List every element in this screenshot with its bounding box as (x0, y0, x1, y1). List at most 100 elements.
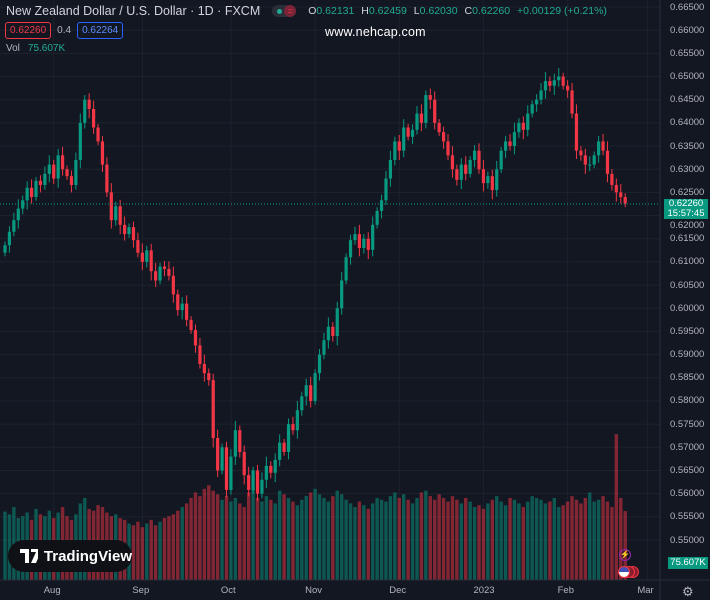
volume-bar (158, 521, 162, 580)
price-tick-label: 0.60500 (670, 279, 705, 291)
candle-body (459, 164, 463, 180)
volume-bar (215, 494, 220, 580)
volume-bar (570, 496, 574, 580)
volume-bar (619, 497, 623, 580)
price-tick-label: 0.56000 (670, 488, 705, 500)
current-volume-label: 75.607K (668, 557, 708, 569)
candle-body (220, 447, 224, 471)
open-label: O (308, 5, 317, 17)
candle-body (69, 176, 74, 185)
candle-body (56, 155, 60, 179)
candle-body (402, 127, 406, 151)
time-tick-label: Dec (389, 585, 407, 596)
candle-body (78, 122, 82, 160)
change-value: +0.00129 (+0.21%) (517, 5, 607, 17)
high-value: 0.62459 (368, 5, 407, 17)
volume-bar (574, 499, 579, 580)
candle-body (185, 303, 189, 320)
candle-body (238, 430, 242, 452)
price-tick-label: 0.61000 (670, 256, 705, 268)
candle-body (366, 238, 370, 250)
low-value: 0.62030 (419, 5, 458, 17)
candle-body (574, 113, 579, 151)
volume-bar (317, 494, 322, 580)
candle-body (251, 470, 255, 490)
volume-bar (477, 505, 481, 580)
price-tick-label: 0.64000 (670, 117, 705, 129)
candle-body (3, 245, 7, 253)
volume-bar (366, 508, 370, 580)
settings-gear-icon[interactable]: ⚙ (682, 584, 694, 599)
volume-bar (140, 527, 145, 580)
price-tick-label: 0.57000 (670, 441, 705, 453)
candle-body (123, 224, 127, 235)
volume-bar (3, 511, 7, 580)
price-tick-label: 0.57500 (670, 418, 705, 430)
volume-bar (592, 501, 596, 580)
price-tick-label: 0.61500 (670, 233, 705, 245)
volume-bar (521, 507, 526, 580)
candle-body (543, 81, 548, 91)
volume-legend[interactable]: Vol 75.607K (6, 43, 65, 54)
volume-bar (517, 503, 521, 580)
volume-bar (202, 488, 207, 580)
time-tick-label: Feb (557, 585, 574, 596)
candle-body (278, 442, 282, 460)
candle-body (140, 252, 144, 262)
candle-body (592, 155, 596, 165)
volume-bar (193, 492, 198, 580)
volume-bar (526, 501, 530, 580)
volume-bar (282, 494, 286, 580)
price-tick-label: 0.55500 (670, 511, 705, 523)
volume-bar (211, 490, 215, 580)
volume-bar (579, 503, 583, 580)
volume-bar (255, 497, 260, 580)
volume-bar (162, 518, 167, 580)
volume-bar (464, 497, 468, 580)
us-flag-event-icon[interactable] (618, 566, 630, 578)
candle-body (295, 410, 299, 431)
volume-bar (207, 485, 211, 580)
volume-bar (410, 503, 415, 580)
volume-bar (176, 510, 180, 580)
market-status-toggle[interactable]: = (272, 5, 297, 17)
candle-body (87, 99, 91, 109)
candle-body (127, 227, 131, 235)
volume-bar (145, 523, 149, 580)
volume-bar (433, 499, 437, 580)
candle-body (450, 155, 455, 170)
candle-body (477, 150, 481, 170)
candle-body (83, 99, 87, 123)
grid-lines (0, 0, 660, 580)
volume-bar (499, 501, 503, 580)
price-tick-label: 0.63500 (670, 140, 705, 152)
candle-body (570, 90, 574, 114)
volume-bar (269, 499, 273, 580)
symbol-title[interactable]: New Zealand Dollar / U.S. Dollar · 1D · … (6, 4, 261, 18)
candle-body (114, 206, 118, 221)
tradingview-logo[interactable]: TradingView (8, 540, 132, 572)
high-label: H (361, 5, 369, 17)
candle-body (216, 438, 220, 471)
volume-bar (388, 496, 393, 580)
candle-body (171, 275, 175, 295)
candle-body (105, 164, 109, 193)
candle-body (136, 240, 140, 253)
volume-value: 75.607K (27, 43, 66, 54)
volume-bar (534, 497, 539, 580)
candle-body (526, 113, 530, 130)
price-tick-label: 0.62000 (670, 220, 705, 231)
volume-bar (614, 434, 619, 580)
lightning-event-icon[interactable]: ⚡ (619, 549, 631, 561)
candle-body (229, 456, 233, 490)
volume-bar (605, 501, 610, 580)
candle-body (344, 257, 348, 281)
volume-bar (530, 496, 534, 580)
candle-body (224, 447, 229, 490)
candle-body (619, 192, 623, 198)
sell-button[interactable]: 0.62260 (5, 22, 52, 39)
candle-body (47, 164, 51, 174)
volume-bar (468, 501, 472, 580)
buy-button[interactable]: 0.62264 (77, 22, 124, 39)
